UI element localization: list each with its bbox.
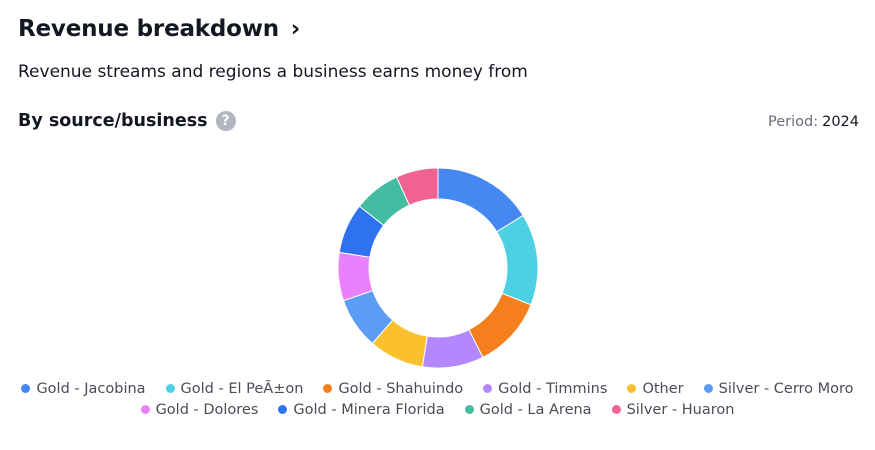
section-header: By source/business ? <box>18 111 236 131</box>
legend-item[interactable]: Silver - Huaron <box>611 401 735 418</box>
legend-label: Other <box>642 380 684 397</box>
legend-dot-icon <box>627 384 637 393</box>
page-title[interactable]: Revenue breakdown › <box>18 16 300 42</box>
legend-dot-icon <box>323 384 333 393</box>
legend-item[interactable]: Gold - Shahuindo <box>323 381 463 397</box>
legend-row: Gold - Jacobina Gold - El PeÃ±on Gold - Sh… <box>0 378 875 399</box>
legend-label: Gold - La Arena <box>479 401 592 418</box>
legend-label: Gold - El PeÃ±on <box>180 380 304 397</box>
legend-label: Gold - Minera Florida <box>293 401 445 418</box>
legend-item[interactable]: Gold - Timmins <box>483 381 607 397</box>
donut-slice[interactable] <box>395 167 439 206</box>
legend-label: Gold - Jacobina <box>36 380 146 397</box>
legend-item[interactable]: Silver - Cerro Moro <box>703 380 854 397</box>
legend-item[interactable]: Gold - Dolores <box>140 401 259 418</box>
revenue-donut-chart <box>337 167 539 369</box>
legend-dot-icon <box>140 405 150 414</box>
help-icon[interactable]: ? <box>215 111 236 131</box>
legend-label: Gold - Timmins <box>498 380 608 397</box>
legend-label: Gold - Shahuindo <box>338 380 464 397</box>
legend-item[interactable]: Other <box>627 380 684 397</box>
legend-label: Silver - Huaron <box>626 401 735 418</box>
legend-dot-icon <box>278 405 288 414</box>
chevron-right-icon: › <box>290 16 301 42</box>
period-value: 2024 <box>822 114 859 130</box>
page-title-text: Revenue breakdown <box>18 16 279 42</box>
legend-label: Gold - Dolores <box>155 401 259 418</box>
donut-slice[interactable] <box>496 214 539 306</box>
legend-item[interactable]: Gold - Minera Florida <box>278 401 445 418</box>
legend-dot-icon <box>611 405 621 414</box>
legend-row: Gold - Dolores Gold - Minera Florida Gold … <box>0 399 875 420</box>
legend-dot-icon <box>464 405 474 414</box>
legend-item[interactable]: Gold - La Arena <box>464 401 592 418</box>
donut-slice[interactable] <box>437 167 524 233</box>
period-label: Period: <box>767 114 819 130</box>
chart-legend: Gold - Jacobina Gold - El PeÃ±on Gold - Sh… <box>0 378 875 420</box>
legend-label: Silver - Cerro Moro <box>718 380 854 397</box>
legend-dot-icon <box>483 384 493 393</box>
legend-item[interactable]: Gold - El PeÃ±on <box>165 380 304 397</box>
legend-dot-icon <box>703 384 713 393</box>
legend-dot-icon <box>165 384 175 393</box>
page-subtitle: Revenue streams and regions a business e… <box>18 62 528 82</box>
period-selector: Period: 2024 <box>768 114 859 130</box>
section-title: By source/business <box>18 111 208 131</box>
legend-dot-icon <box>21 384 31 393</box>
legend-item[interactable]: Gold - Jacobina <box>21 380 146 397</box>
